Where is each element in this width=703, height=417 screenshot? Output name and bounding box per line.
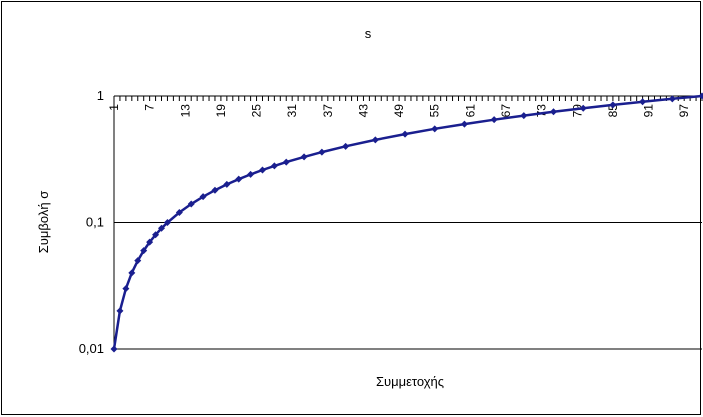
x-tick-label-5: 31	[285, 104, 299, 118]
data-point-23	[371, 136, 379, 144]
data-point-27	[490, 116, 498, 124]
series-markers	[110, 92, 703, 353]
data-point-13	[211, 186, 219, 194]
data-point-10	[175, 208, 183, 216]
data-point-6	[146, 238, 154, 246]
data-point-21	[318, 148, 326, 156]
data-point-17	[258, 166, 266, 174]
x-tick-label-11: 67	[499, 104, 513, 118]
x-tick-label-1: 7	[143, 104, 157, 111]
x-tick-label-14: 85	[606, 104, 620, 118]
data-point-14	[223, 180, 231, 188]
data-point-5	[140, 247, 148, 255]
x-tick-label-2: 13	[178, 104, 192, 118]
data-point-28	[520, 112, 528, 120]
y-tick-labels: 0,01 0,1 1	[79, 88, 104, 356]
y-tick-label-0: 0,01	[79, 341, 104, 356]
x-axis-label: Συμμετοχής	[376, 374, 444, 389]
x-tick-label-12: 73	[535, 104, 549, 118]
data-point-9	[163, 219, 171, 226]
x-tick-label-6: 37	[321, 104, 335, 118]
data-point-18	[270, 162, 278, 170]
x-tick-label-7: 43	[356, 104, 370, 118]
data-point-16	[247, 170, 255, 178]
data-point-4	[134, 257, 142, 265]
data-point-15	[235, 175, 243, 183]
data-point-30	[579, 104, 587, 112]
data-point-31	[609, 101, 617, 109]
data-point-25	[431, 125, 439, 133]
x-tick-label-4: 25	[250, 104, 264, 118]
chart-title: s	[365, 26, 372, 41]
data-point-29	[550, 108, 558, 116]
data-point-1	[116, 307, 124, 315]
data-point-22	[342, 142, 350, 150]
data-point-8	[158, 224, 166, 232]
x-tick-label-8: 49	[392, 104, 406, 118]
x-tick-label-9: 55	[428, 104, 442, 118]
data-point-0	[110, 345, 118, 353]
y-tick-label-2: 1	[97, 88, 104, 103]
x-tick-label-10: 61	[463, 104, 477, 118]
y-axis-label: Συμβολή σ	[36, 191, 51, 253]
data-point-32	[639, 98, 647, 106]
data-point-26	[460, 120, 468, 128]
data-point-7	[152, 231, 160, 239]
data-point-33	[668, 95, 676, 103]
data-point-24	[401, 130, 409, 138]
data-point-2	[122, 285, 130, 293]
data-point-3	[128, 269, 136, 277]
data-point-11	[187, 200, 195, 208]
x-tick-label-0: 1	[107, 104, 121, 111]
data-point-12	[199, 193, 207, 201]
data-point-34	[698, 92, 703, 100]
data-point-20	[300, 153, 308, 161]
x-tick-label-16: 97	[677, 104, 691, 118]
data-point-19	[282, 158, 290, 166]
x-tick-label-13: 79	[570, 104, 584, 118]
x-tick-label-15: 91	[642, 104, 656, 118]
y-tick-label-1: 0,1	[86, 215, 104, 230]
x-tick-label-3: 19	[214, 104, 228, 118]
